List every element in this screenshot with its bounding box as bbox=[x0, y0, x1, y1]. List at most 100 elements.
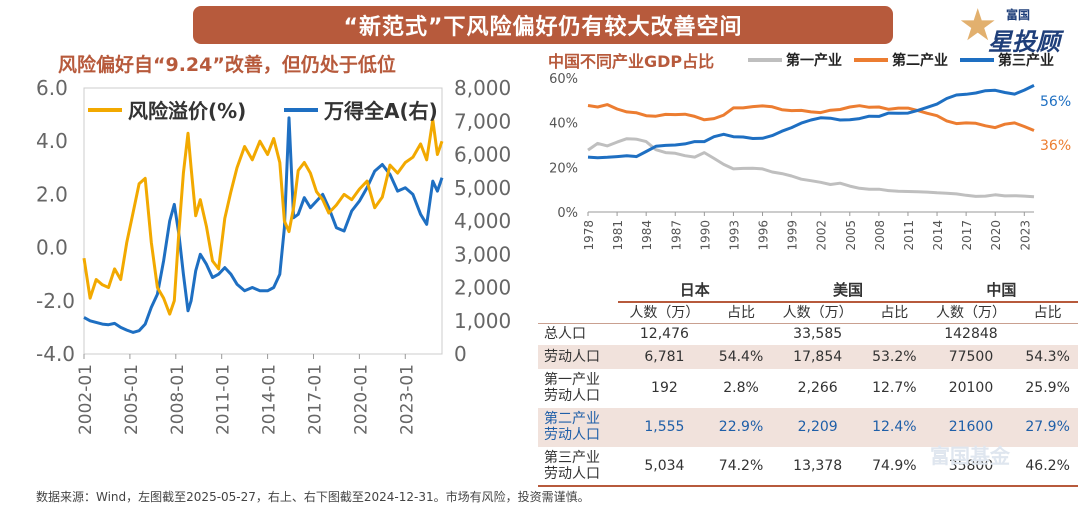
y-left-tick-label: 4.0 bbox=[36, 129, 68, 153]
end-label-secondary: 36% bbox=[1040, 138, 1071, 154]
y-tick-label: 60% bbox=[549, 72, 578, 87]
legend-label-secondary: 第二产业 bbox=[892, 53, 948, 69]
row-label: 劳动人口 bbox=[538, 345, 619, 369]
row-label-line: 劳动人口 bbox=[544, 465, 600, 482]
x-tick-label: 2020-01 bbox=[351, 364, 371, 435]
table-row: 第二产业 劳动人口 1,555 22.9% 2,209 12.4% 21600 2… bbox=[538, 407, 1078, 447]
x-tick-label: 2023 bbox=[1018, 220, 1032, 251]
left-chart-title: 风险偏好自“9.24”改善，但仍处于低位 bbox=[58, 54, 396, 76]
logo-main-text: 星投顾 bbox=[988, 28, 1060, 56]
legend-item-secondary: 第二产业 bbox=[854, 50, 948, 70]
y-left-tick-label: 0.0 bbox=[36, 236, 68, 260]
table-cell: 2,266 bbox=[797, 380, 838, 397]
y-right-tick-label: 5,000 bbox=[454, 176, 511, 200]
y-right-tick-label: 0 bbox=[454, 342, 467, 366]
x-tick-label: 1987 bbox=[669, 220, 683, 251]
table-corner bbox=[538, 280, 618, 302]
table-cell: 22.9% bbox=[710, 407, 772, 447]
series-line-primary bbox=[587, 137, 1035, 199]
x-tick-label: 2011-01 bbox=[214, 364, 234, 435]
x-tick-label: 1981 bbox=[611, 220, 625, 251]
risk-premium-chart: 6.0 4.0 2.0 0.0 -2.0 -4.0 8,000 7,000 6,000 5,000… bbox=[36, 76, 511, 435]
gdp-share-chart: 60% 40% 20% 0% 1978 1981 1984 1987 1990 1993 1996 1… bbox=[549, 72, 1071, 251]
star-icon: ★ bbox=[958, 0, 998, 51]
col-header: 占比 bbox=[1017, 301, 1078, 324]
row-label: 第二产业 劳动人口 bbox=[538, 407, 619, 447]
y-left-tick-label: -4.0 bbox=[36, 342, 75, 366]
x-tick-label: 2005-01 bbox=[122, 364, 142, 435]
y-right-tick-label: 7,000 bbox=[454, 109, 511, 133]
footer-source: 数据来源：Wind，左图截至2025-05-27，右上、右下图截至2024-12… bbox=[36, 490, 590, 504]
table-cell: 13,378 bbox=[771, 446, 864, 488]
table-row: 第三产业 劳动人口 5,034 74.2% 13,378 74.9% 35800 … bbox=[538, 446, 1078, 488]
legend-item-primary: 第一产业 bbox=[748, 50, 842, 70]
table-cell: 27.9% bbox=[1017, 407, 1078, 447]
country-japan: 日本 bbox=[618, 280, 772, 303]
row-label-line: 第二产业 bbox=[544, 411, 600, 428]
y-right-tick-label: 8,000 bbox=[454, 76, 511, 100]
table-cell: 35800 bbox=[924, 446, 1018, 488]
x-tick-label: 1993 bbox=[727, 220, 741, 251]
series-line-risk-premium bbox=[82, 118, 444, 316]
legend-item-tertiary: 第三产业 bbox=[960, 50, 1054, 70]
y-left-tick-label: -2.0 bbox=[36, 289, 75, 313]
y-right-tick-label: 2,000 bbox=[454, 276, 511, 300]
table-cell: 25.9% bbox=[1025, 380, 1070, 397]
y-left-tick-label: 2.0 bbox=[36, 182, 68, 206]
col-header: 占比 bbox=[863, 301, 925, 324]
y-right-tick-label: 1,000 bbox=[454, 309, 511, 333]
table-cell: 77500 bbox=[924, 345, 1018, 369]
table-cell: 12.4% bbox=[863, 407, 925, 447]
table-cell: 54.4% bbox=[710, 345, 772, 369]
table-cell: 46.2% bbox=[1017, 446, 1078, 488]
y-left-tick-label: 6.0 bbox=[36, 76, 68, 100]
y-right-tick-label: 4,000 bbox=[454, 209, 511, 233]
table-cell: 12,476 bbox=[639, 326, 689, 343]
table-cell bbox=[864, 323, 925, 345]
x-tick-label: 1990 bbox=[698, 220, 712, 251]
table-cell: 54.3% bbox=[1017, 345, 1078, 369]
watermark: 富国基金 bbox=[930, 444, 1010, 468]
table-cell: 74.2% bbox=[710, 446, 772, 488]
table-cell: 53.2% bbox=[863, 345, 925, 369]
table-cell: 74.9% bbox=[863, 446, 925, 488]
x-tick-label: 1978 bbox=[582, 220, 596, 251]
x-tick-label: 2008-01 bbox=[168, 364, 188, 435]
end-label-tertiary: 56% bbox=[1040, 94, 1071, 110]
row-label: 第三产业 劳动人口 bbox=[538, 446, 619, 488]
x-tick-label: 1996 bbox=[757, 220, 771, 251]
col-header: 人数（万） bbox=[618, 301, 711, 324]
legend-label-tertiary: 第三产业 bbox=[998, 53, 1054, 69]
x-tick-label: 2002 bbox=[815, 220, 829, 251]
col-header: 人数（万） bbox=[771, 301, 864, 324]
banner-title: “新范式”下风险偏好仍有较大改善空间 bbox=[193, 6, 893, 44]
table-cell: 142848 bbox=[944, 326, 998, 343]
y-tick-label: 0% bbox=[557, 206, 578, 221]
table-cell: 2,209 bbox=[771, 407, 864, 447]
table-corner bbox=[538, 301, 619, 324]
table-cell: 6,781 bbox=[618, 345, 711, 369]
table-cell: 5,034 bbox=[618, 446, 711, 488]
y-right-tick-label: 3,000 bbox=[454, 242, 511, 266]
table-cell: 21600 bbox=[924, 407, 1018, 447]
y-right-tick-label: 6,000 bbox=[454, 143, 511, 167]
table-cell bbox=[711, 323, 772, 345]
legend-label-risk-premium: 风险溢价(%) bbox=[128, 99, 246, 123]
x-tick-label: 1999 bbox=[786, 220, 800, 251]
table-cell: 33,585 bbox=[793, 326, 843, 343]
country-china: 中国 bbox=[924, 280, 1078, 303]
row-label-line: 劳动人口 bbox=[544, 427, 600, 444]
plot-frame bbox=[83, 87, 443, 355]
table-cell bbox=[1017, 323, 1078, 345]
row-label-line: 劳动人口 bbox=[544, 388, 600, 405]
right-chart-title: 中国不同产业GDP占比 bbox=[548, 52, 715, 71]
labor-table: 日本 美国 中国 人数（万） 占比 人数（万） 占比 人数（万） 占比 总人口 … bbox=[538, 280, 1078, 488]
legend-label-wind-a: 万得全A(右) bbox=[323, 99, 438, 123]
table-cell: 12.7% bbox=[872, 380, 917, 397]
row-label: 第一产业 劳动人口 bbox=[538, 369, 618, 408]
legend-swatch bbox=[748, 58, 782, 62]
row-label-line: 第一产业 bbox=[544, 372, 600, 389]
country-usa: 美国 bbox=[771, 280, 925, 303]
legend-swatch bbox=[960, 58, 994, 62]
x-tick-label: 2017 bbox=[960, 220, 974, 251]
